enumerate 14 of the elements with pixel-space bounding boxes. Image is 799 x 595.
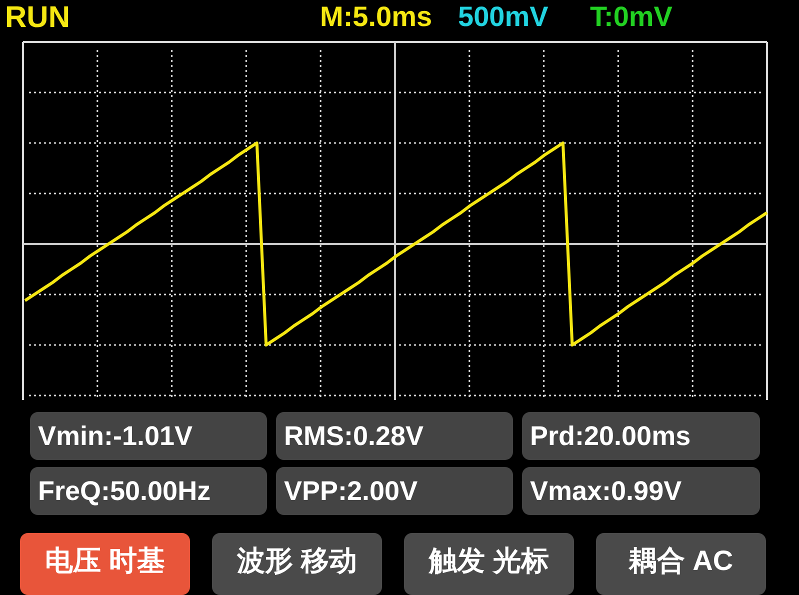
text: 波形 移动: [236, 545, 357, 576]
text: 电压 时基: [45, 545, 165, 576]
text: FreQ:50.00Hz: [38, 476, 211, 506]
text: M:5.0ms: [320, 1, 432, 32]
text: VPP:2.00V: [284, 476, 418, 506]
text: Vmax:0.99V: [530, 476, 682, 506]
text: RMS:0.28V: [284, 421, 424, 451]
text: T:0mV: [590, 1, 673, 32]
text: 触发 光标: [428, 545, 549, 576]
text: Prd:20.00ms: [530, 421, 691, 451]
text: Vmin:-1.01V: [38, 421, 193, 451]
text: 耦合 AC: [628, 545, 734, 576]
text: 500mV: [458, 1, 549, 32]
text: RUN: [5, 1, 70, 34]
